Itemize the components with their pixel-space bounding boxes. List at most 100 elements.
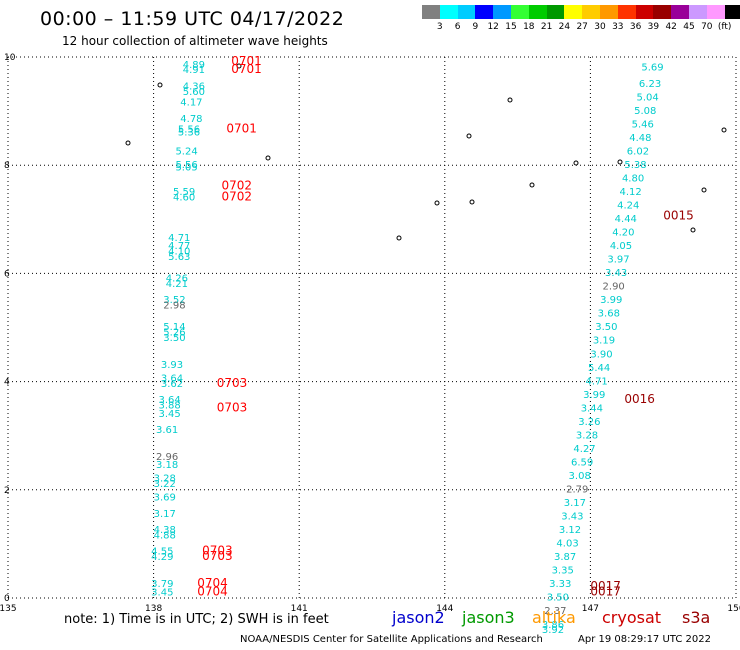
swh-label: 3.87 [554,552,576,563]
colorbar-label: 6 [454,22,461,32]
colorbar [422,5,740,19]
swh-label: 3.44 [581,403,603,414]
time-label: 0703 [202,549,233,563]
swh-label: 3.08 [569,471,591,482]
colorbar-swatch [688,5,707,19]
swh-label: 4.27 [573,444,595,455]
colorbar-label: 36 [629,22,642,32]
colorbar-label: 3 [436,22,443,32]
colorbar-swatch [546,5,565,19]
island-outline [529,182,535,188]
colorbar-swatch [457,5,476,19]
swh-label: 4.03 [556,539,578,550]
swh-label: 4.60 [173,192,195,203]
swh-label: 5.04 [637,92,659,103]
swh-label: 5.24 [175,146,197,157]
swh-label: 3.28 [576,430,598,441]
y-tick-label: 10 [4,53,16,63]
colorbar-swatch [510,5,529,19]
swh-label: 4.88 [154,530,176,541]
island-outline [466,133,472,139]
swh-label: 4.21 [166,279,188,290]
time-label: 0701 [231,54,262,68]
swh-label: 2.98 [163,301,185,312]
swh-label: 2.96 [156,452,178,463]
swh-label: 3.12 [559,525,581,536]
colorbar-label: 18 [523,22,535,32]
time-label: 0016 [624,392,655,406]
x-tick-label: 150 [727,604,740,614]
island-outline [157,82,163,88]
footer-note: note: 1) Time is in UTC; 2) SWH is in fe… [64,612,329,627]
colorbar-swatch [564,5,583,19]
colorbar-swatch [599,5,618,19]
swh-label: 3.62 [161,379,183,390]
legend-altika: altika [532,608,576,627]
colorbar-label: 12 [487,22,499,32]
swh-label: 3.26 [578,417,600,428]
colorbar-label: 21 [540,22,553,32]
island-outline [434,200,440,206]
colorbar-swatch [724,5,740,19]
swh-label: 5.56 [178,125,200,136]
island-outline [507,97,513,103]
colorbar-swatch [617,5,636,19]
swh-label: 4.24 [617,200,639,211]
swh-label: 3.43 [561,512,583,523]
swh-label: 5.59 [173,187,195,198]
swh-label: 4.12 [620,187,642,198]
colorbar-label: 30 [594,22,606,32]
colorbar-swatch [439,5,458,19]
swh-label: 3.61 [156,425,178,436]
swh-label: 3.79 [151,579,173,590]
legend-jason3: jason3 [462,608,515,627]
swh-label: 2.79 [566,485,588,496]
swh-label: 4.10 [168,246,190,257]
swh-label: 3.90 [590,349,612,360]
island-outline [617,159,623,165]
swh-label: 4.80 [622,173,644,184]
swh-label: 6.59 [571,457,593,468]
x-tick-label: 141 [291,604,308,614]
colorbar-label: 9 [472,22,479,32]
swh-label: 5.26 [163,328,185,339]
swh-label: 4.91 [183,65,205,76]
colorbar-label: (ft) [717,22,732,32]
colorbar-swatch [653,5,672,19]
swh-label: 3.17 [564,498,586,509]
colorbar-swatch [475,5,494,19]
y-tick-label: 6 [4,269,10,279]
swh-label: 5.44 [588,363,610,374]
credit-text: NOAA/NESDIS Center for Satellite Applica… [240,634,543,645]
swh-label: 3.22 [154,479,176,490]
swh-label: 6.02 [627,146,649,157]
swh-label: 4.48 [629,133,651,144]
time-label: 0015 [663,208,694,222]
island-outline [396,235,402,241]
colorbar-swatch [493,5,511,19]
swh-label: 4.44 [615,214,637,225]
time-label: 0703 [202,544,233,558]
swh-label: 5.05 [175,163,197,174]
swh-label: 6.23 [639,79,661,90]
legend-s3a: s3a [682,608,711,627]
time-label: 0704 [197,584,228,598]
time-label: 0704 [197,576,228,590]
swh-label: 3.50 [163,333,185,344]
time-label: 0017 [590,579,621,593]
colorbar-swatch [671,5,689,19]
swh-label: 3.52 [163,295,185,306]
swh-label: 3.50 [547,593,569,604]
time-label: 0017 [590,584,621,598]
colorbar-label: 42 [665,22,677,32]
island-outline [701,187,707,193]
colorbar-swatch [582,5,600,19]
swh-label: 3.45 [151,587,173,598]
swh-label: 5.14 [163,322,185,333]
swh-label: 4.20 [612,228,634,239]
swh-label: 3.86 [542,620,564,631]
x-tick-label: 147 [582,604,599,614]
time-label: 0702 [222,179,253,193]
